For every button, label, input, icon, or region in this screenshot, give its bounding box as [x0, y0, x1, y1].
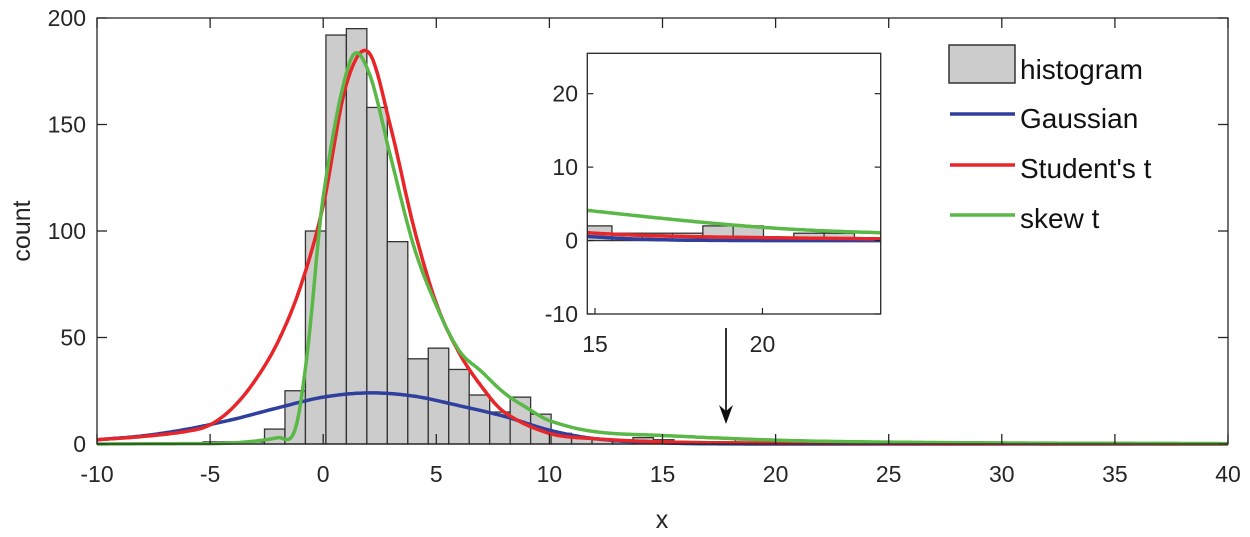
legend-label-skew-t: skew t [1020, 203, 1100, 234]
inset-histogram-bar [36, 57, 66, 241]
inset-histogram-bar [157, 0, 187, 241]
legend-label-gaussian: Gaussian [1020, 103, 1138, 134]
histogram-bar [427, 347, 450, 445]
inset-histogram-bar [248, 0, 278, 241]
inset-histogram-bar [521, 233, 551, 240]
legend-label-students-t: Student's t [1020, 153, 1152, 184]
inset-gaussian-curve [587, 234, 881, 243]
histogram-bar [468, 394, 491, 445]
legend: histogram Gaussian Student's t skew t [948, 44, 1152, 234]
legend-label-histogram: histogram [1020, 54, 1143, 85]
x-tick-label: 35 [1102, 461, 1128, 487]
inset-histogram-bar [460, 219, 490, 241]
y-axis-label: count [8, 200, 36, 261]
inset-fit-curves [587, 208, 881, 243]
arrow-head-icon [719, 405, 733, 424]
histogram-bar [386, 240, 409, 445]
x-axis-label: x [656, 506, 669, 534]
inset-y-tick-label: 10 [552, 154, 578, 180]
x-tick-label: 0 [317, 461, 330, 487]
inset-histogram-bar [0, 233, 6, 240]
inset-y-axis: -10 0 10 20 [545, 81, 881, 327]
inset-histogram-bar [127, 0, 157, 241]
inset-histogram-bar [430, 204, 460, 241]
legend-swatch-histogram [948, 44, 1016, 84]
y-tick-label: 150 [48, 112, 86, 138]
inset-y-tick-label: 20 [552, 81, 578, 107]
x-tick-label: 25 [876, 461, 902, 487]
inset-histogram-bar [278, 0, 308, 241]
x-tick-label: 5 [430, 461, 443, 487]
x-tick-label: 10 [537, 461, 563, 487]
skew-t-curve [97, 51, 1228, 446]
x-axis: -10 -5 0 5 10 15 20 25 30 35 40 [80, 18, 1241, 487]
inset-y-tick-label: -10 [545, 301, 578, 327]
x-tick-label: 30 [989, 461, 1015, 487]
inset-y-tick-label: 0 [565, 228, 578, 254]
inset-x-tick-label: 20 [750, 331, 776, 357]
inset-x-tick-label: 15 [582, 331, 608, 357]
y-tick-label: 100 [48, 218, 86, 244]
x-tick-label: -10 [80, 461, 113, 487]
x-tick-label: 20 [763, 461, 789, 487]
inset-histogram-bar [97, 0, 127, 241]
histogram-bar [345, 27, 368, 445]
histogram-bar [407, 358, 429, 445]
inset-histogram-bar [188, 0, 218, 241]
x-tick-label: -5 [200, 461, 220, 487]
inset-skew-t-curve [587, 208, 881, 235]
inset-student-s-t-curve [587, 230, 881, 241]
x-tick-label: 40 [1215, 461, 1241, 487]
arrow-annotation [719, 328, 733, 424]
x-tick-label: 15 [650, 461, 676, 487]
y-tick-label: 0 [73, 431, 86, 457]
inset-histogram-bar [218, 0, 248, 241]
inset-x-axis: 15 20 [582, 308, 775, 357]
y-tick-label: 50 [60, 325, 86, 351]
y-tick-label: 200 [48, 5, 86, 31]
inset-histogram-bar [491, 226, 521, 241]
inset-axes-box [586, 52, 882, 315]
inset-background [587, 53, 881, 315]
